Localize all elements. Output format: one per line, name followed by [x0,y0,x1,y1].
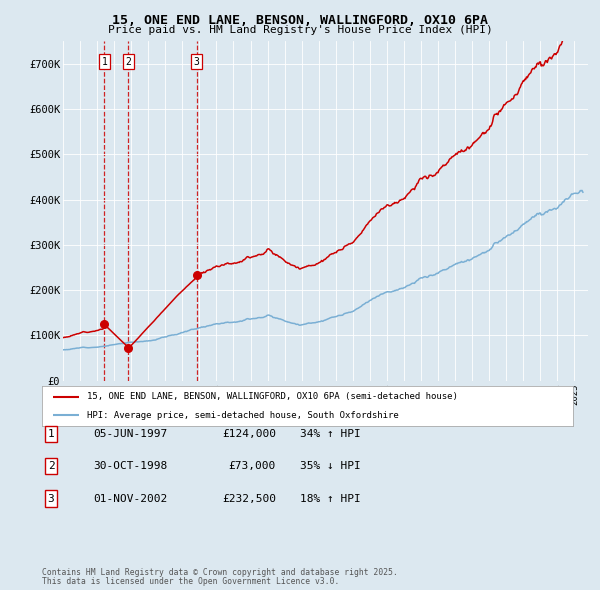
Text: 15, ONE END LANE, BENSON, WALLINGFORD, OX10 6PA (semi-detached house): 15, ONE END LANE, BENSON, WALLINGFORD, O… [87,392,458,401]
Text: 3: 3 [47,494,55,503]
Text: 3: 3 [194,57,200,67]
Text: 1: 1 [47,429,55,438]
Text: 05-JUN-1997: 05-JUN-1997 [93,429,167,438]
Text: 15, ONE END LANE, BENSON, WALLINGFORD, OX10 6PA: 15, ONE END LANE, BENSON, WALLINGFORD, O… [112,14,488,27]
Text: £73,000: £73,000 [229,461,276,471]
Text: 34% ↑ HPI: 34% ↑ HPI [300,429,361,438]
Text: 30-OCT-1998: 30-OCT-1998 [93,461,167,471]
Text: This data is licensed under the Open Government Licence v3.0.: This data is licensed under the Open Gov… [42,577,340,586]
Text: 18% ↑ HPI: 18% ↑ HPI [300,494,361,503]
Text: Contains HM Land Registry data © Crown copyright and database right 2025.: Contains HM Land Registry data © Crown c… [42,568,398,577]
Text: £232,500: £232,500 [222,494,276,503]
Text: Price paid vs. HM Land Registry's House Price Index (HPI): Price paid vs. HM Land Registry's House … [107,25,493,35]
Text: 2: 2 [125,57,131,67]
Text: 01-NOV-2002: 01-NOV-2002 [93,494,167,503]
Text: 2: 2 [47,461,55,471]
Text: 35% ↓ HPI: 35% ↓ HPI [300,461,361,471]
Text: HPI: Average price, semi-detached house, South Oxfordshire: HPI: Average price, semi-detached house,… [87,411,399,419]
Text: 1: 1 [101,57,107,67]
Text: £124,000: £124,000 [222,429,276,438]
